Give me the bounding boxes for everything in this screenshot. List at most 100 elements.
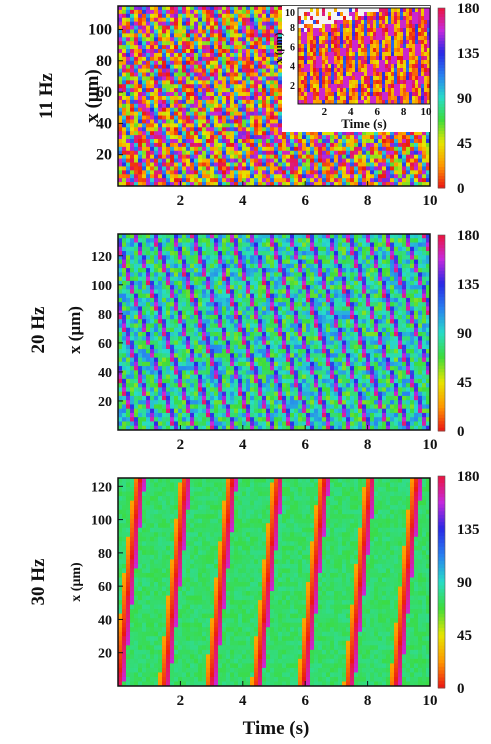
colorbar-segment xyxy=(438,649,445,654)
x-tick-label: 2 xyxy=(177,437,185,453)
colorbar-segment xyxy=(438,479,445,484)
colorbar-segment xyxy=(438,427,445,432)
colorbar-segment xyxy=(438,346,445,350)
inset-x-tick-label: 4 xyxy=(348,106,354,118)
colorbar-tick-label: 180 xyxy=(457,228,480,244)
colorbar-segment xyxy=(438,546,445,551)
inset-heatmap xyxy=(298,8,430,104)
colorbar-segment xyxy=(438,303,445,308)
colorbar-segment xyxy=(438,71,445,75)
colorbar-segment xyxy=(438,663,445,668)
colorbar-segment xyxy=(438,319,445,324)
colorbar-tick-label: 45 xyxy=(457,136,472,152)
colorbar-frame xyxy=(437,7,446,189)
colorbar-segment xyxy=(438,567,445,572)
y-tick-label: 20 xyxy=(98,647,112,662)
colorbar-segment xyxy=(438,257,445,262)
colorbar-segment xyxy=(438,134,445,138)
colorbar-segment xyxy=(438,122,445,126)
colorbar-segment xyxy=(438,417,445,422)
colorbar-segment xyxy=(438,83,445,87)
inset-x-tick-label: 8 xyxy=(401,106,407,118)
colorbar-segment xyxy=(438,421,445,425)
colorbar-segment xyxy=(438,525,445,530)
colorbar-tick-label: 135 xyxy=(457,522,480,538)
colorbar-frame xyxy=(437,475,446,689)
colorbar-segment xyxy=(438,507,445,512)
colorbar-segment xyxy=(438,293,445,298)
colorbar-segment xyxy=(438,486,445,491)
colorbar-segment xyxy=(438,119,445,123)
colorbar-segment xyxy=(438,41,445,45)
colorbar-segment xyxy=(438,684,445,689)
colorbar-segment xyxy=(438,173,445,177)
inset-x-tick-label: 10 xyxy=(421,106,433,118)
colorbar-segment xyxy=(438,310,445,314)
colorbar-segment xyxy=(438,47,445,51)
colorbar-segment xyxy=(438,476,445,481)
colorbar-segment xyxy=(438,606,445,611)
colorbar-segment xyxy=(438,62,445,66)
colorbar-segment xyxy=(438,77,445,81)
colorbar-segment xyxy=(438,80,445,84)
colorbar-segment xyxy=(438,617,445,622)
colorbar-segment xyxy=(438,578,445,583)
colorbar-segment xyxy=(438,333,445,337)
heatmap-2 xyxy=(118,478,430,686)
y-tick-label: 60 xyxy=(98,580,112,595)
colorbar-segment xyxy=(438,385,445,390)
colorbar-segment xyxy=(438,326,445,331)
colorbar-segment xyxy=(438,414,445,419)
colorbar-segment xyxy=(438,158,445,162)
colorbar-segment xyxy=(438,14,445,18)
colorbar-segment xyxy=(438,155,445,159)
colorbar-segment xyxy=(438,26,445,30)
colorbar-segment xyxy=(438,167,445,171)
colorbar-segment xyxy=(438,666,445,671)
colorbar-segment xyxy=(438,624,445,629)
colorbar-segment xyxy=(438,267,445,272)
x-tick-label: 8 xyxy=(364,693,372,709)
colorbar-segment xyxy=(438,352,445,357)
colorbar-segment xyxy=(438,560,445,565)
x-tick-label: 10 xyxy=(423,693,438,709)
colorbar-segment xyxy=(438,550,445,555)
y-tick-label: 60 xyxy=(98,337,112,352)
colorbar-tick-label: 180 xyxy=(457,1,480,17)
colorbar-segment xyxy=(438,603,445,608)
colorbar-segment xyxy=(438,274,445,278)
colorbar-segment xyxy=(438,391,445,396)
colorbar-segment xyxy=(438,254,445,259)
colorbar-segment xyxy=(438,32,445,36)
y-tick-label: 40 xyxy=(96,115,112,132)
colorbar-segment xyxy=(438,131,445,135)
colorbar-segment xyxy=(438,290,445,295)
inset-x-tick-label: 6 xyxy=(374,106,380,118)
y-tick-label: 100 xyxy=(91,514,112,529)
inset-y-tick-label: 4 xyxy=(290,62,295,73)
y-tick-label: 80 xyxy=(96,53,112,70)
colorbar-frame xyxy=(437,234,446,432)
colorbar-segment xyxy=(438,176,445,180)
colorbar-segment xyxy=(438,673,445,678)
x-axis-label: Time (s) xyxy=(243,718,310,739)
colorbar-segment xyxy=(438,185,445,189)
colorbar-segment xyxy=(438,543,445,548)
heatmap-1 xyxy=(118,234,430,430)
colorbar-segment xyxy=(438,398,445,403)
y-axis-label: x (μm) xyxy=(65,306,84,354)
colorbar-segment xyxy=(438,59,445,63)
colorbar-segment xyxy=(438,656,445,661)
colorbar-segment xyxy=(438,620,445,625)
colorbar-segment xyxy=(438,536,445,541)
colorbar-segment xyxy=(438,589,445,594)
colorbar-segment xyxy=(438,92,445,96)
colorbar-segment xyxy=(438,599,445,604)
colorbar-segment xyxy=(438,411,445,416)
x-tick-label: 6 xyxy=(301,437,309,453)
y-tick-label: 80 xyxy=(98,308,112,323)
colorbar-segment xyxy=(438,336,445,341)
colorbar-segment xyxy=(438,571,445,576)
x-tick-label: 10 xyxy=(423,193,438,209)
